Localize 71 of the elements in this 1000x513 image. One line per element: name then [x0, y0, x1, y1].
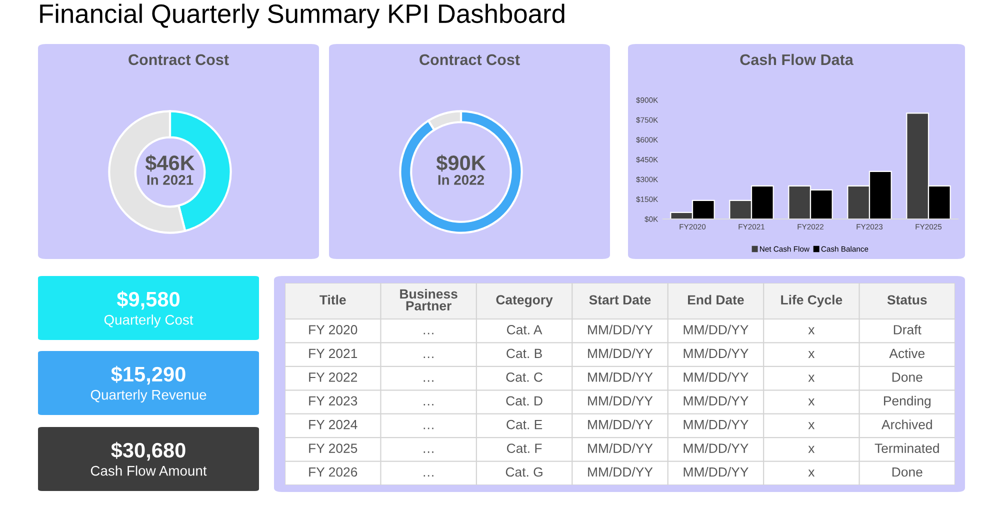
- text: Cat. G: [506, 467, 542, 477]
- text: FY 2022: [309, 372, 358, 382]
- text: Terminated: [874, 443, 939, 453]
- text: Done: [892, 372, 922, 382]
- category-label: Title: [320, 294, 346, 305]
- text: MM/DD/YY: [684, 348, 748, 358]
- text: x: [808, 446, 815, 453]
- text: $15,290: [111, 366, 186, 385]
- text: Archived: [882, 420, 932, 430]
- text: $30,680: [111, 442, 186, 461]
- text: In 2022: [438, 175, 484, 185]
- text: …: [424, 404, 434, 406]
- text: Financial Quarterly Summary KPI Dashboard: [40, 4, 564, 28]
- text: Cat. D: [506, 396, 542, 406]
- text: $90K: [436, 154, 486, 172]
- chart-title: Contract Cost: [420, 54, 520, 66]
- text: Pending: [884, 396, 931, 408]
- text: Quarterly Revenue: [90, 390, 206, 402]
- text: Cat. A: [506, 325, 542, 334]
- text: …: [424, 428, 434, 430]
- text: $9,580: [116, 290, 180, 310]
- text: Cat. C: [506, 372, 542, 382]
- text: …: [424, 332, 434, 334]
- text: Quarterly Cost: [104, 314, 194, 328]
- category-label: Category: [496, 295, 553, 308]
- text: x: [808, 470, 815, 477]
- text: x: [808, 351, 815, 358]
- text: …: [424, 451, 434, 453]
- text: MM/DD/YY: [588, 420, 653, 430]
- text: MM/DD/YY: [588, 443, 653, 453]
- text: FY 2026: [309, 467, 358, 477]
- text: x: [808, 374, 815, 382]
- text: …: [424, 356, 434, 358]
- text: In 2021: [147, 175, 194, 185]
- text: …: [424, 380, 434, 382]
- text: x: [808, 422, 815, 430]
- text: MM/DD/YY: [684, 372, 748, 382]
- text: MM/DD/YY: [588, 372, 653, 382]
- text: …: [424, 475, 434, 477]
- text: Cat. B: [506, 348, 542, 358]
- text: MM/DD/YY: [684, 420, 748, 430]
- text: FY 2020: [309, 325, 358, 334]
- text: Done: [892, 467, 922, 477]
- category-label: Life Cycle: [781, 294, 842, 308]
- category-label: Status: [887, 295, 927, 305]
- text: $46K: [145, 154, 195, 172]
- text: Cat. F: [506, 444, 542, 453]
- chart-title: Contract Cost: [128, 54, 229, 66]
- text: x: [808, 327, 815, 334]
- text: MM/DD/YY: [588, 396, 653, 406]
- text: FY 2023: [309, 396, 358, 406]
- text: Cat. E: [506, 420, 542, 430]
- text: FY 2021: [309, 348, 358, 358]
- text: Active: [889, 348, 925, 358]
- category-label: Business Partner: [400, 288, 458, 310]
- text: Draft: [894, 324, 922, 334]
- category-label: Start Date: [589, 295, 651, 305]
- text: FY 2025: [309, 444, 358, 453]
- text: Cash Flow Amount: [90, 466, 207, 476]
- text: MM/DD/YY: [684, 466, 748, 477]
- donut-slice: [399, 110, 523, 234]
- text: MM/DD/YY: [588, 348, 653, 358]
- text: MM/DD/YY: [588, 466, 653, 477]
- text: MM/DD/YY: [684, 324, 748, 334]
- chart-title: Cash Flow Data: [740, 54, 854, 66]
- text: MM/DD/YY: [588, 324, 653, 334]
- category-label: End Date: [688, 294, 744, 305]
- text: MM/DD/YY: [684, 443, 748, 453]
- text: x: [808, 398, 815, 406]
- text: MM/DD/YY: [684, 396, 748, 406]
- text: FY 2024: [309, 420, 358, 430]
